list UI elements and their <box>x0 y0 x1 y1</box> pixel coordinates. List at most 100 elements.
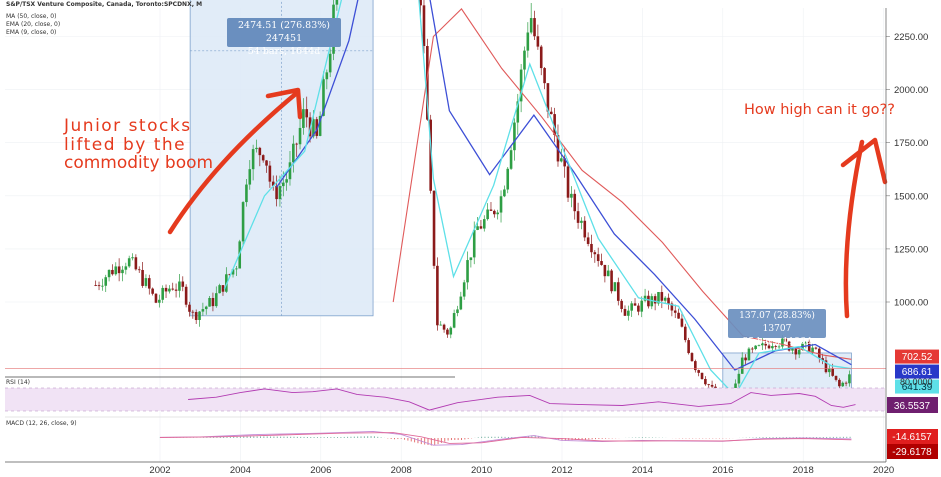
candle-body <box>513 122 516 151</box>
candle-body <box>292 143 295 163</box>
candle-body <box>218 285 221 294</box>
annotation-left-line-3: commodity boom <box>64 153 214 173</box>
candle-body <box>469 257 473 261</box>
candle-body <box>198 311 201 320</box>
candle-body <box>432 190 436 266</box>
candle-body <box>523 50 526 70</box>
candle-body <box>637 305 640 312</box>
candle-body <box>151 288 154 294</box>
candle-body <box>111 269 114 275</box>
candle-body <box>560 158 563 162</box>
candle-body <box>439 324 443 326</box>
candle-body <box>680 318 684 327</box>
candle-body <box>583 220 587 238</box>
rsi-tick-80: 80.0000 <box>900 377 933 387</box>
candle-body <box>519 69 523 102</box>
price-label: 641.39 <box>902 382 933 393</box>
candle-body <box>482 219 486 229</box>
candle-body <box>606 270 610 277</box>
candle-body <box>549 111 553 115</box>
candle-body <box>496 212 499 215</box>
candle-body <box>248 169 252 185</box>
macd-last-label-2: -29.6178 <box>892 447 932 458</box>
candle-body <box>610 270 613 292</box>
measure-label-1[interactable]: 2474.51 (276.83%) 247451 54 bars, 1644d <box>227 18 341 57</box>
candle-body <box>298 127 302 145</box>
candle-body <box>204 306 208 310</box>
candle-body <box>211 298 215 307</box>
candle-body <box>791 348 794 351</box>
candle-body <box>168 288 171 292</box>
candle-body <box>178 281 181 291</box>
candle-body <box>586 237 590 244</box>
candle-body <box>630 303 633 311</box>
candle-body <box>171 288 175 290</box>
candle-body <box>536 36 540 47</box>
macd-last-bg-1 <box>887 429 938 444</box>
x-tick-label: 2012 <box>551 465 572 476</box>
x-tick-label: 2002 <box>149 465 170 476</box>
candle-body <box>553 114 556 135</box>
candle-body <box>305 109 309 118</box>
candle-body <box>563 158 566 167</box>
candle-body <box>737 373 741 384</box>
candle-body <box>707 384 711 386</box>
x-tick-label: 2018 <box>793 465 814 476</box>
candle-body <box>777 346 781 348</box>
candle-body <box>596 254 600 262</box>
candle-body <box>131 257 134 259</box>
macd-signal-line <box>159 432 852 444</box>
rsi-band <box>5 388 885 411</box>
candle-body <box>271 181 275 186</box>
candle-body <box>774 346 778 347</box>
candle-body <box>328 53 332 73</box>
candle-body <box>325 72 329 80</box>
candle-body <box>214 293 218 307</box>
candle-body <box>114 266 118 275</box>
candle-body <box>844 382 848 384</box>
candle-body <box>101 285 104 287</box>
measure-label-2[interactable]: 137.07 (28.83%) 13707 35 bars, 1186d <box>728 309 826 347</box>
candle-body <box>476 226 479 230</box>
candle-body <box>472 229 476 258</box>
candle-body <box>422 5 426 47</box>
price-label-bg <box>895 349 939 364</box>
ema9-line <box>223 0 852 397</box>
candle-body <box>677 312 680 319</box>
x-axis: 2002 2004 2006 2008 2010 2012 2014 2016 2018 2020 <box>149 465 894 476</box>
candle-body <box>442 324 446 330</box>
candle-body <box>543 68 546 84</box>
candle-body <box>623 308 627 316</box>
candle-body <box>804 341 808 344</box>
candle-body <box>647 295 650 307</box>
legend-ema9: EMA (9, close, 0) <box>6 29 57 36</box>
candle-body <box>184 286 188 305</box>
candle-body <box>466 260 469 283</box>
measure-2-line-1: 137.07 (28.83%) 13707 <box>739 311 815 334</box>
price-label-bg <box>895 379 939 394</box>
candle-body <box>690 353 694 362</box>
rsi-pane: RSI (14) 80.0000 36.5537 <box>5 376 938 413</box>
y-tick-label: 1750.00 <box>894 138 928 149</box>
candle-body <box>573 193 577 212</box>
price-label: 702.52 <box>902 352 933 363</box>
legend-ema20: EMA (20, close, 0) <box>6 21 61 28</box>
candle-body <box>235 268 238 270</box>
candle-body <box>784 338 788 342</box>
candle-body <box>794 348 798 355</box>
candle-body <box>221 285 225 292</box>
candle-body <box>302 109 305 128</box>
candle-body <box>191 311 195 313</box>
candle-body <box>288 162 292 180</box>
candle-body <box>767 345 771 349</box>
candle-body <box>616 282 620 301</box>
candle-body <box>640 300 644 312</box>
candle-body <box>580 220 583 223</box>
candle-body <box>479 226 483 229</box>
candle-body <box>127 258 131 267</box>
candle-body <box>509 150 513 169</box>
candle-body <box>516 101 520 123</box>
candle-body <box>657 292 660 304</box>
candle-body <box>764 342 767 346</box>
candle-body <box>164 287 168 292</box>
